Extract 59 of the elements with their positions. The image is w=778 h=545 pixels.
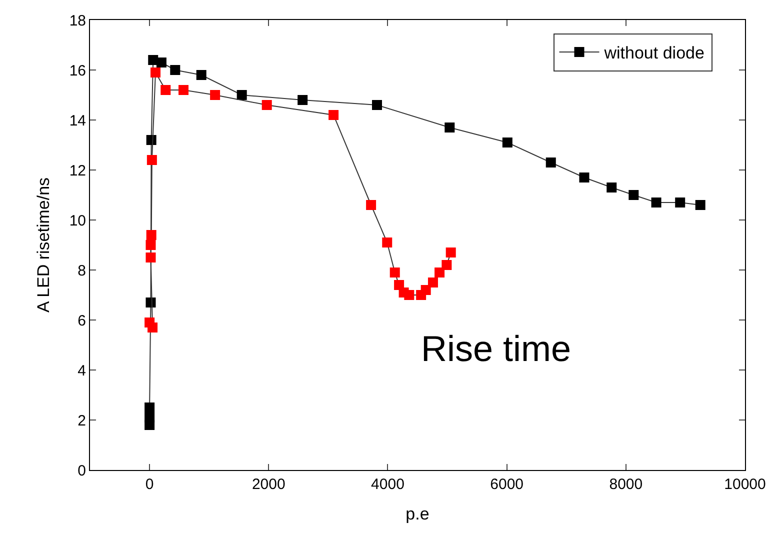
point: [144, 412, 155, 422]
x-tick-label: 8000: [609, 476, 643, 493]
y-tick-label: 8: [78, 262, 86, 280]
point: [434, 268, 445, 278]
x-axis-title: p.e: [406, 504, 430, 524]
point: [606, 182, 617, 192]
point: [651, 198, 662, 208]
point: [382, 238, 392, 248]
point: [695, 200, 706, 210]
point: [298, 95, 308, 105]
y-tick-label: 12: [69, 162, 86, 180]
point: [366, 200, 376, 210]
point: [262, 100, 272, 110]
point: [628, 190, 639, 200]
y-tick-label: 16: [69, 62, 86, 80]
point: [579, 172, 590, 182]
x-tick-label: 0: [145, 476, 154, 493]
point: [146, 240, 156, 250]
y-tick-label: 0: [78, 462, 86, 480]
point: [446, 248, 456, 258]
x-tick-label: 6000: [490, 476, 524, 493]
point: [428, 278, 438, 288]
y-axis-title: A LED risetime/ns: [34, 177, 53, 313]
point: [546, 158, 556, 168]
point: [420, 285, 431, 295]
point: [156, 58, 166, 68]
point: [144, 402, 155, 412]
point: [196, 70, 206, 80]
point: [372, 100, 382, 110]
y-tick-label: 18: [69, 12, 86, 30]
y-tick-label: 10: [69, 212, 86, 230]
point: [404, 290, 414, 300]
point: [146, 298, 156, 308]
point: [160, 85, 171, 95]
annotation: Rise time: [421, 328, 572, 369]
point: [146, 135, 156, 145]
x-tick-label: 2000: [252, 476, 286, 493]
x-tick-label: 4000: [371, 476, 404, 493]
point: [328, 110, 339, 120]
point: [178, 85, 188, 95]
point: [444, 122, 455, 132]
y-tick-label: 14: [69, 112, 86, 130]
point: [502, 138, 512, 148]
point: [148, 322, 158, 332]
point: [442, 260, 452, 270]
x-tick-label: 10000: [724, 476, 766, 493]
legend-label: without diode: [603, 44, 704, 63]
y-tick-label: 4: [78, 362, 86, 380]
point: [146, 252, 156, 262]
point: [390, 268, 400, 278]
point: [170, 65, 180, 75]
y-tick-label: 2: [78, 412, 86, 430]
point: [210, 90, 220, 100]
y-tick-label: 6: [78, 312, 86, 330]
point: [146, 230, 156, 240]
point: [150, 68, 160, 78]
point: [236, 90, 247, 100]
point: [675, 198, 686, 208]
point: [146, 155, 157, 165]
